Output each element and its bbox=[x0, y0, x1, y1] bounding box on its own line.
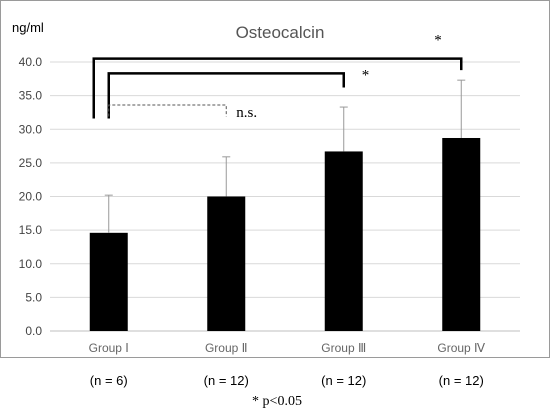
significance-label: * bbox=[362, 67, 370, 83]
y-tick-label: 0.0 bbox=[25, 324, 42, 338]
significance-bracket bbox=[92, 57, 463, 119]
bar bbox=[89, 232, 128, 331]
footnote: * p<0.05 bbox=[252, 394, 302, 409]
ns-bracket bbox=[108, 104, 227, 117]
y-axis-ticks: 0.0 5.0 10.0 15.0 20.0 25.0 30.0 35.0 40.0 bbox=[19, 55, 43, 338]
y-tick-label: 20.0 bbox=[19, 190, 43, 204]
y-axis-unit-label: ng/ml bbox=[12, 20, 44, 35]
y-tick-label: 10.0 bbox=[19, 257, 43, 271]
bars bbox=[89, 137, 481, 331]
y-tick-label: 30.0 bbox=[19, 122, 43, 136]
significance-label: n.s. bbox=[236, 105, 257, 121]
chart-title: Osteocalcin bbox=[236, 23, 325, 42]
significance-brackets: * * n.s. bbox=[92, 33, 463, 121]
significance-label: * bbox=[434, 33, 442, 49]
sample-size-label: (n = 12) bbox=[321, 373, 366, 388]
sample-size-label: (n = 12) bbox=[204, 373, 249, 388]
bar bbox=[442, 137, 481, 331]
gridlines bbox=[50, 61, 520, 332]
y-tick-label: 35.0 bbox=[19, 89, 43, 103]
sample-size-label: (n = 12) bbox=[439, 373, 484, 388]
x-axis-ticks: Group Ⅰ Group Ⅱ Group Ⅲ Group Ⅳ bbox=[89, 341, 486, 355]
sample-size-label: (n = 6) bbox=[90, 373, 128, 388]
x-tick-label: Group Ⅰ bbox=[89, 341, 129, 355]
y-tick-label: 5.0 bbox=[25, 290, 42, 304]
y-tick-label: 25.0 bbox=[19, 156, 43, 170]
y-tick-label: 15.0 bbox=[19, 223, 43, 237]
bar bbox=[324, 151, 363, 331]
x-tick-label: Group Ⅱ bbox=[205, 341, 248, 355]
x-tick-label: Group Ⅲ bbox=[321, 341, 366, 355]
sample-size-labels: (n = 6) (n = 12) (n = 12) (n = 12) bbox=[90, 373, 484, 388]
error-bars bbox=[104, 79, 466, 233]
bar bbox=[207, 196, 246, 331]
x-tick-label: Group Ⅳ bbox=[437, 341, 485, 355]
y-tick-label: 40.0 bbox=[19, 55, 43, 69]
significance-bracket bbox=[107, 72, 345, 119]
